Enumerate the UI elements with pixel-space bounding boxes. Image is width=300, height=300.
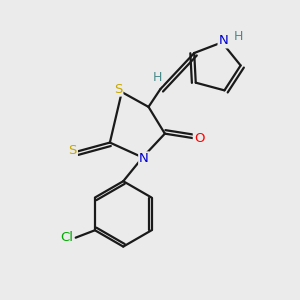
Text: Cl: Cl [60,231,73,244]
Text: S: S [68,143,77,157]
Text: S: S [114,82,122,96]
Text: O: O [194,132,204,145]
Text: N: N [218,34,228,47]
Text: H: H [234,30,243,43]
Text: H: H [153,71,162,84]
Text: N: N [139,152,149,165]
